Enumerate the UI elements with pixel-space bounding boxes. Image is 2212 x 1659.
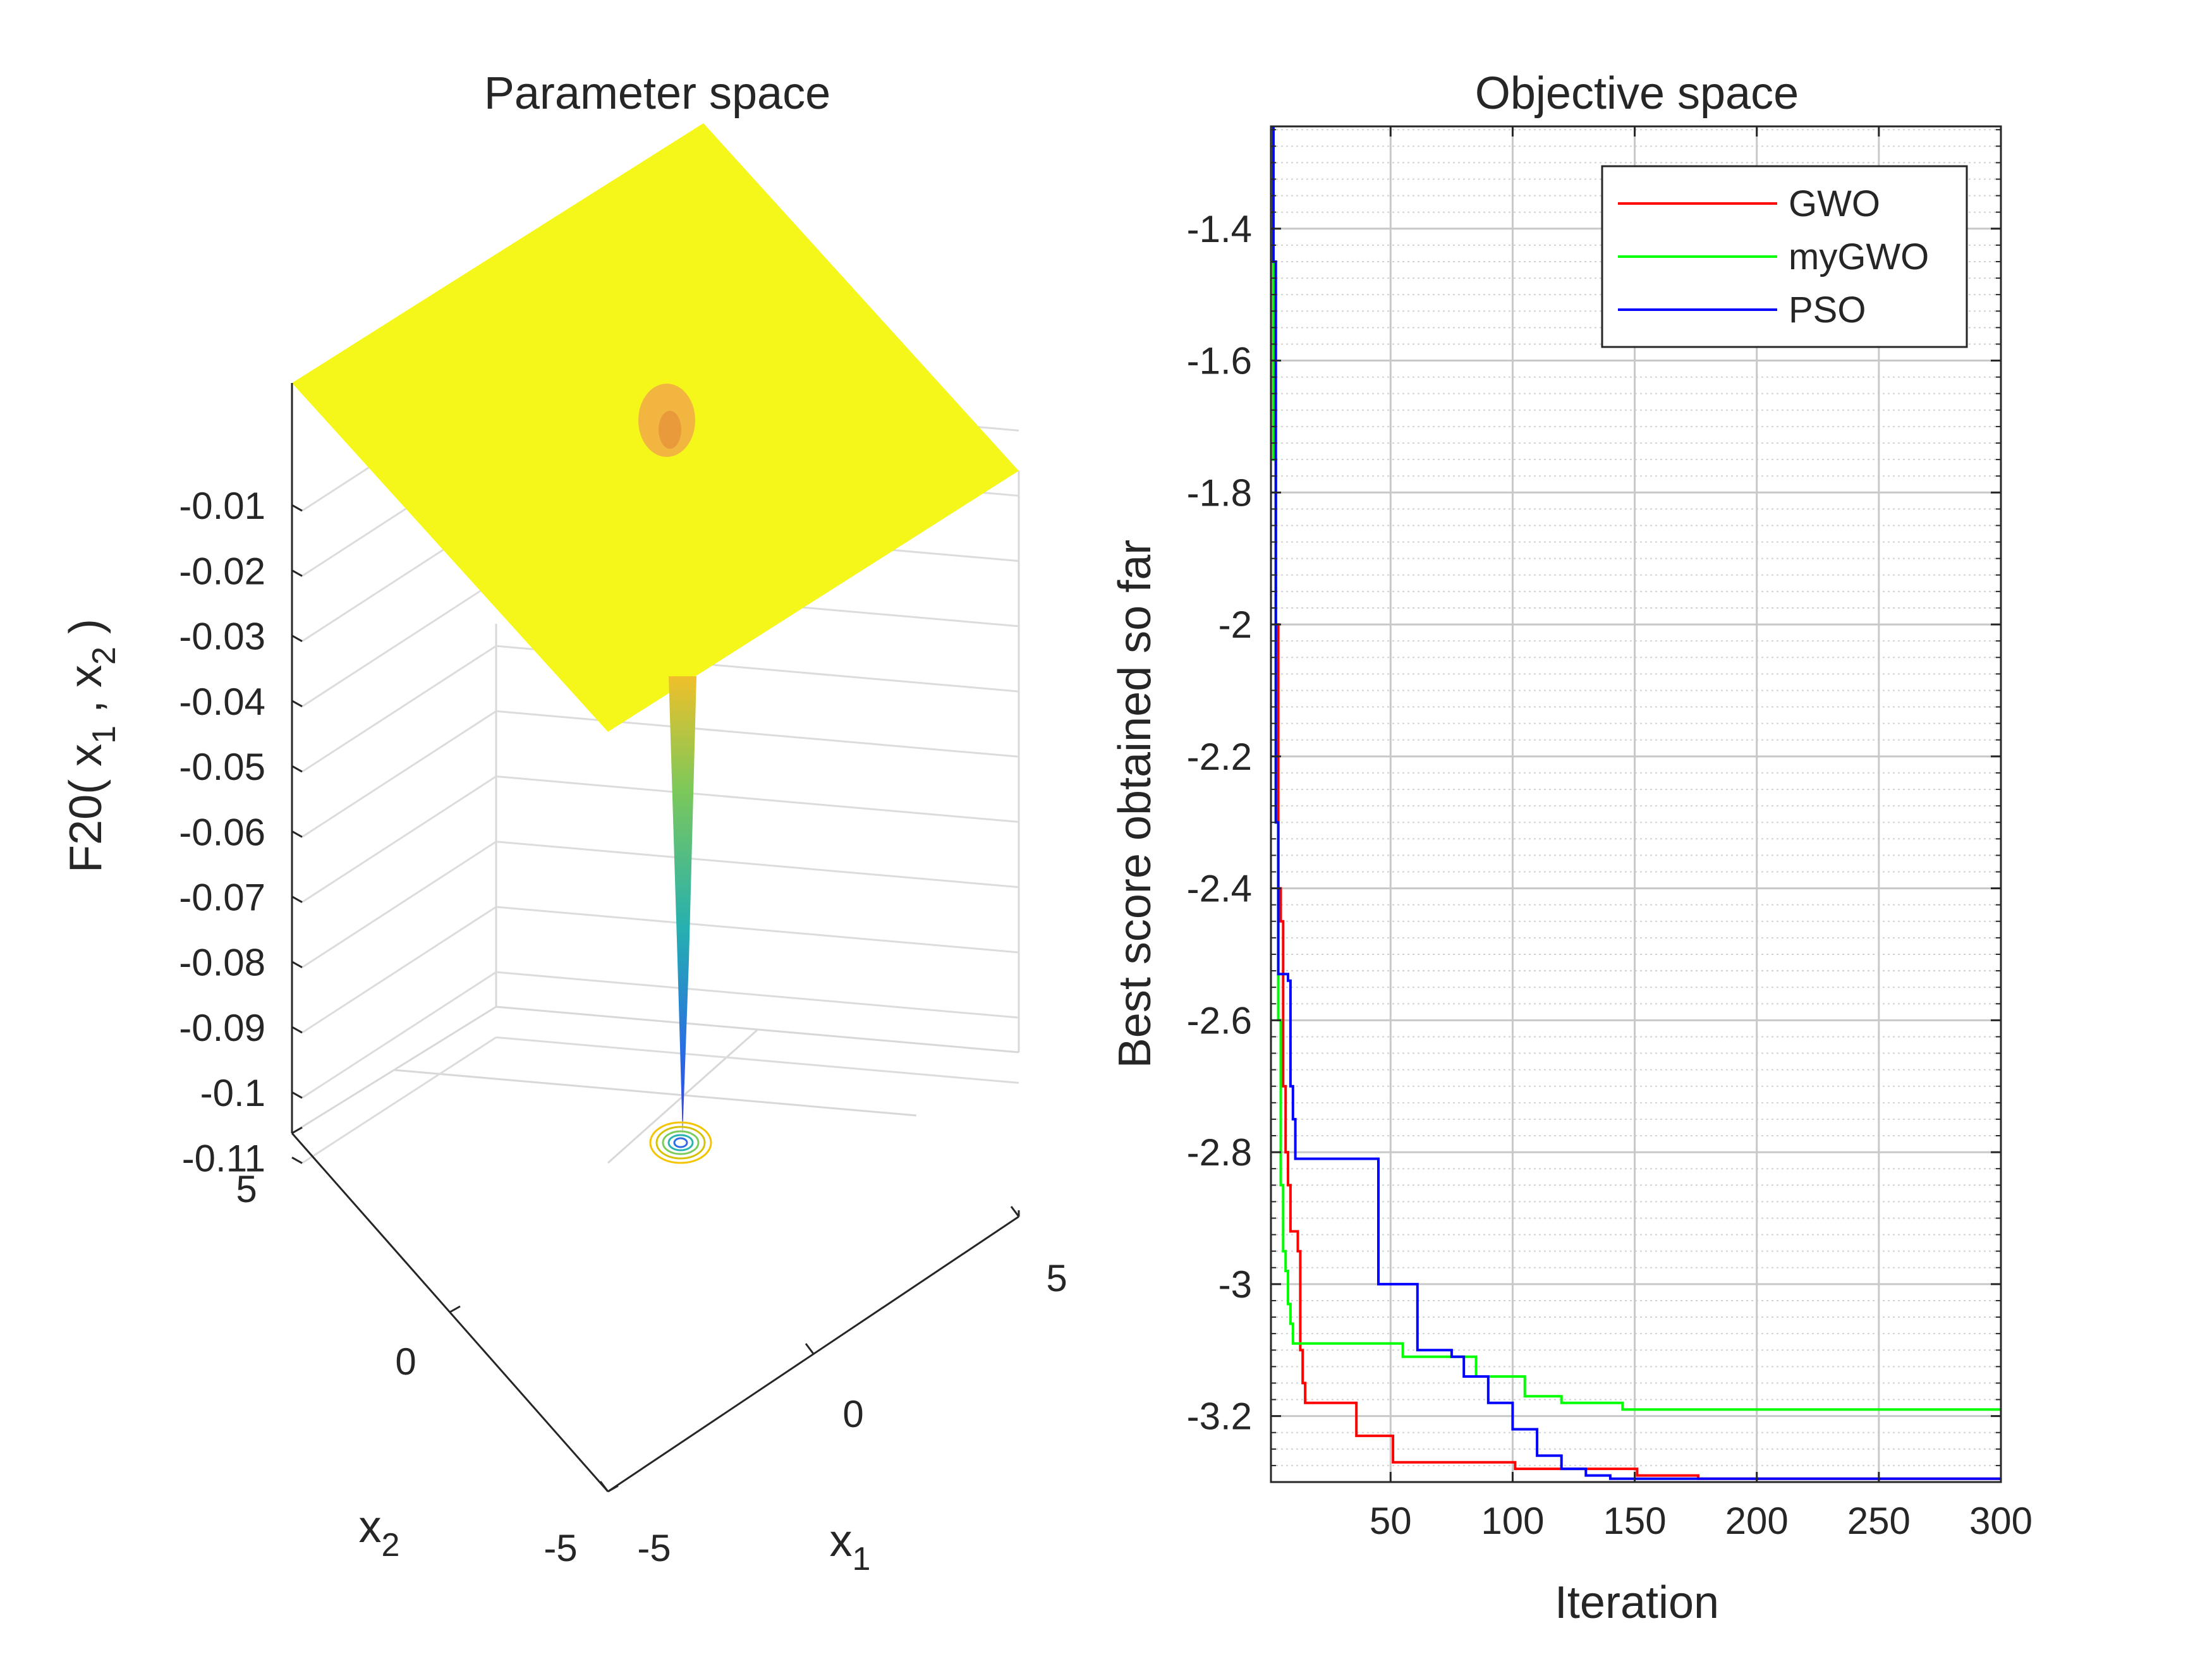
y-tick-label: -2.2	[1187, 736, 1252, 778]
x-tick-label: 50	[1370, 1500, 1412, 1542]
legend-label-gwo: GWO	[1789, 183, 1880, 224]
y-tick-label: -3.2	[1187, 1395, 1252, 1438]
z-tick-mark	[291, 830, 303, 838]
z-grid-line	[495, 1036, 1019, 1084]
z-grid-line	[301, 1036, 497, 1164]
legend-label-pso: PSO	[1789, 289, 1866, 331]
convergence-y-axis-label: Best score obtained so far	[1110, 540, 1160, 1068]
z-tick-label: -0.02	[179, 550, 265, 592]
z-grid-line	[301, 775, 497, 903]
surface-axes	[291, 383, 1020, 1493]
x-tick-label: 250	[1847, 1500, 1911, 1542]
z-grid-line	[301, 841, 497, 968]
z-tick-mark	[291, 1091, 303, 1099]
z-grid-line	[495, 906, 1019, 954]
x-tick-label: 200	[1725, 1500, 1789, 1542]
z-tick-label: -0.11	[182, 1137, 265, 1179]
z-tick-label: -0.03	[179, 616, 265, 658]
x1-axis-label: x1	[830, 1516, 871, 1577]
z-tick-label: -0.04	[179, 681, 265, 723]
z-tick-label: -0.06	[179, 811, 265, 853]
x2-tick-label: 0	[395, 1340, 416, 1383]
z-tick-mark	[291, 1026, 303, 1034]
z-tick-mark	[291, 635, 303, 642]
series-line-pso	[1271, 126, 2001, 1480]
z-tick-label: -0.1	[200, 1072, 265, 1114]
convergence-ticks: -1.4 -1.6 -1.8 -2 -2.2 -2.4 -2.6 -2.8 -3 -3.2 50 10…	[1187, 126, 2033, 1542]
z-tick-label: -0.09	[179, 1007, 265, 1049]
y-tick-label: -1.6	[1187, 340, 1252, 382]
x1-tick-label: 0	[842, 1393, 863, 1435]
z-tick-label: -0.08	[179, 942, 265, 984]
y-tick-label: -2.6	[1187, 999, 1252, 1042]
y-tick-label: -2	[1218, 604, 1252, 646]
surface-plot: Parameter space	[61, 68, 1067, 1577]
convergence-x-axis-label: Iteration	[1555, 1577, 1719, 1628]
x2-tick-label: 5	[236, 1168, 257, 1210]
y-tick-label: -2.4	[1187, 868, 1252, 910]
z-grid-line	[495, 775, 1019, 823]
plot-frame	[1270, 125, 2002, 1483]
surface-plot-title: Parameter space	[484, 68, 830, 119]
z-grid-line	[495, 841, 1019, 889]
z-tick-mark	[291, 896, 303, 903]
convergence-plot: Objective space -1.4 -1.6 -1.8 -2 -2.2 -2.4 -2…	[1110, 68, 2033, 1628]
z-ticks: -0.01 -0.02 -0.03 -0.04 -0.05 -0.06 -0.07 -0.08…	[179, 485, 303, 1179]
z-grid-line	[495, 971, 1019, 1019]
z-tick-label: -0.01	[179, 485, 265, 527]
y-tick-label: -2.8	[1187, 1131, 1252, 1174]
x2-tick-label: -5	[544, 1527, 577, 1569]
surface-contours	[649, 1121, 712, 1164]
z-tick-mark	[291, 765, 303, 773]
legend: GWO myGWO PSO	[1601, 165, 1968, 348]
z-tick-mark	[291, 504, 303, 512]
surface-spike	[669, 676, 696, 1134]
z-tick-label: -0.07	[179, 877, 265, 919]
x2-axis-label: x2	[359, 1502, 400, 1564]
z-grid-line	[495, 710, 1019, 758]
legend-label-mygwo: myGWO	[1789, 236, 1929, 277]
x-tick-label: 300	[1969, 1500, 2033, 1542]
z-tick-mark	[291, 569, 303, 577]
z-grid-line	[301, 971, 497, 1099]
z-grid-line	[301, 906, 497, 1034]
z-tick-mark	[291, 1157, 303, 1164]
x1-tick-label: 5	[1046, 1257, 1067, 1299]
convergence-plot-title: Objective space	[1475, 68, 1799, 119]
z-grid-line	[301, 710, 497, 838]
y-tick-label: -1.8	[1187, 471, 1252, 514]
y-tick-label: -1.4	[1187, 208, 1252, 250]
z-tick-mark	[291, 700, 303, 708]
x1-tick-label: -5	[637, 1527, 671, 1569]
x-tick-label: 100	[1481, 1500, 1544, 1542]
z-grid-line	[301, 580, 497, 708]
z-tick-mark	[291, 961, 303, 969]
z-grid-line	[301, 645, 497, 773]
x-tick-label: 150	[1603, 1500, 1667, 1542]
y-tick-label: -3	[1218, 1263, 1252, 1306]
z-tick-label: -0.05	[179, 746, 265, 788]
z-axis-label: F20( x1 , x2 )	[61, 619, 123, 873]
